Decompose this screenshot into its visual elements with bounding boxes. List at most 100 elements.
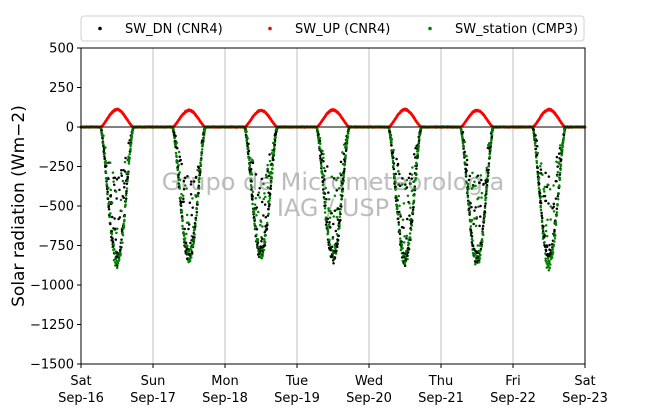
data-point (330, 211, 333, 215)
data-point (183, 227, 186, 231)
data-point (118, 258, 121, 261)
data-point (102, 134, 105, 137)
data-point (262, 197, 266, 201)
data-point (331, 237, 335, 240)
data-point (467, 187, 470, 190)
data-point (247, 142, 250, 146)
data-point (399, 215, 402, 218)
data-point (406, 257, 409, 261)
data-point (115, 266, 119, 270)
data-point (323, 207, 327, 210)
data-point (184, 241, 188, 245)
data-point (472, 222, 475, 226)
data-point (273, 143, 277, 147)
data-point (408, 202, 411, 205)
data-point (182, 188, 186, 191)
data-point (258, 187, 261, 190)
data-point (103, 152, 107, 155)
data-point (194, 223, 197, 227)
data-point (334, 252, 338, 255)
data-point (332, 222, 335, 226)
data-point (336, 238, 340, 242)
data-point (273, 146, 276, 150)
data-point (394, 185, 397, 188)
data-point (195, 210, 199, 214)
data-point (199, 158, 203, 161)
data-point (115, 227, 119, 230)
data-point (407, 247, 411, 251)
data-point (339, 218, 342, 222)
data-point (260, 200, 264, 204)
data-point (480, 178, 483, 182)
data-point (180, 211, 184, 214)
data-point (199, 163, 203, 167)
data-point (333, 194, 337, 197)
data-point (179, 158, 182, 162)
data-point (180, 192, 183, 196)
data-point (480, 237, 484, 241)
data-point (260, 237, 264, 240)
data-point (263, 240, 267, 244)
data-point (336, 242, 339, 246)
data-point (343, 167, 346, 171)
data-point (409, 182, 412, 186)
data-point (196, 203, 199, 206)
data-point (120, 172, 123, 175)
data-point (245, 130, 248, 133)
data-point (199, 161, 202, 165)
data-point (245, 134, 249, 138)
data-point (412, 206, 415, 209)
data-point (267, 212, 270, 216)
data-point (394, 180, 397, 184)
data-point (200, 153, 203, 157)
data-point (469, 228, 473, 232)
data-point (321, 149, 324, 153)
data-point (251, 198, 254, 201)
data-point (184, 184, 187, 187)
data-point (398, 237, 402, 240)
data-point (468, 204, 471, 207)
data-point (191, 206, 194, 209)
data-point (486, 179, 489, 182)
data-point (202, 137, 205, 141)
data-point (180, 209, 183, 212)
data-point (254, 208, 258, 211)
data-point (251, 202, 254, 206)
data-point (327, 207, 330, 210)
data-point (405, 234, 409, 238)
data-point (402, 226, 405, 229)
data-point (339, 160, 343, 164)
data-point (481, 231, 485, 234)
data-point (417, 144, 420, 147)
data-point (174, 151, 178, 155)
data-point (187, 223, 191, 226)
data-point (113, 217, 116, 220)
data-point (182, 179, 186, 183)
data-point (461, 135, 464, 138)
data-point (193, 228, 197, 231)
data-point (484, 196, 488, 199)
data-point (174, 134, 177, 138)
data-point (106, 192, 109, 196)
data-point (260, 177, 264, 181)
data-point (257, 191, 261, 194)
data-point (250, 171, 253, 174)
data-point (335, 249, 338, 253)
data-point (262, 248, 266, 252)
data-point (468, 174, 472, 178)
data-point (198, 177, 201, 180)
data-point (255, 243, 259, 246)
data-point (260, 256, 264, 260)
data-point (390, 144, 393, 147)
data-point (176, 147, 179, 150)
data-point (181, 219, 184, 222)
data-point (271, 156, 275, 160)
data-point (272, 153, 276, 156)
data-point (253, 203, 257, 206)
data-point (395, 203, 399, 207)
data-point (466, 182, 470, 186)
data-point (271, 163, 274, 167)
data-point (108, 161, 112, 164)
data-point (414, 172, 418, 175)
